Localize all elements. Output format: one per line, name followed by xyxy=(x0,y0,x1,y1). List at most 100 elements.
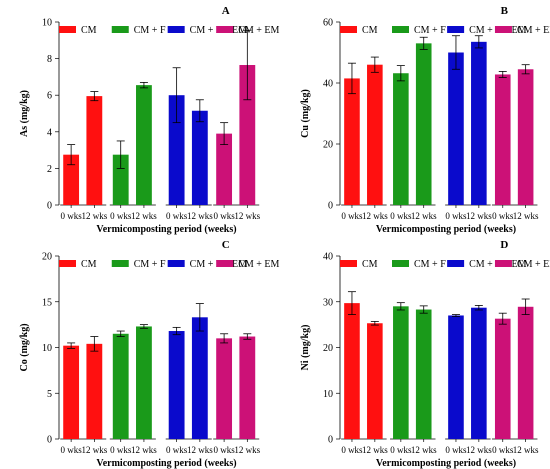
x-tick-label: 0 wks xyxy=(110,445,132,455)
x-tick-label: 0 wks xyxy=(341,211,363,221)
x-tick-label: 0 wks xyxy=(341,445,363,455)
legend-swatch xyxy=(167,26,185,33)
x-axis-label: Vermicomposting period (weeks) xyxy=(376,458,516,469)
bar xyxy=(448,315,464,439)
y-tick-label: 0 xyxy=(328,435,333,446)
legend-swatch xyxy=(340,26,357,33)
bar xyxy=(367,323,383,439)
bar xyxy=(63,345,80,439)
legend-label: CM + EM xyxy=(517,259,550,270)
x-tick-label: 0 wks xyxy=(166,445,188,455)
bar xyxy=(216,133,233,205)
x-tick-label: 12 wks xyxy=(466,445,492,455)
y-tick-label: 20 xyxy=(323,140,333,151)
bar xyxy=(136,85,152,205)
bar xyxy=(367,64,383,205)
x-tick-label: 0 wks xyxy=(390,211,412,221)
x-tick-label: 12 wks xyxy=(513,445,539,455)
y-tick-label: 5 xyxy=(47,389,52,400)
bar xyxy=(216,338,233,439)
x-tick-label: 12 wks xyxy=(411,445,437,455)
x-tick-label: 12 wks xyxy=(513,211,539,221)
legend-swatch xyxy=(340,260,357,267)
legend-swatch xyxy=(494,260,512,267)
y-tick-label: 0 xyxy=(47,201,52,212)
y-axis-label: Cu (mg/kg) xyxy=(300,89,311,138)
y-tick-label: 60 xyxy=(323,18,333,29)
x-tick-label: 12 wks xyxy=(466,211,492,221)
legend-label: CM + F xyxy=(414,259,446,270)
legend-swatch xyxy=(59,26,76,33)
x-tick-label: 12 wks xyxy=(362,211,388,221)
y-tick-label: 40 xyxy=(323,252,333,263)
x-tick-label: 0 wks xyxy=(60,445,82,455)
x-tick-label: 0 wks xyxy=(213,445,235,455)
x-tick-label: 0 wks xyxy=(60,211,82,221)
panel-label: D xyxy=(500,239,508,251)
legend-swatch xyxy=(216,26,234,33)
legend-swatch xyxy=(216,260,234,267)
legend-label: CM + F xyxy=(414,25,446,36)
legend-label: CM xyxy=(81,25,97,36)
legend-label: CM + F xyxy=(134,259,166,270)
bar xyxy=(344,78,360,205)
y-tick-label: 10 xyxy=(42,18,52,29)
y-tick-label: 0 xyxy=(47,435,52,446)
bar xyxy=(393,73,409,206)
y-tick-label: 30 xyxy=(323,297,333,308)
y-tick-label: 0 xyxy=(328,201,333,212)
y-tick-label: 2 xyxy=(47,164,52,175)
x-axis-label: Vermicomposting period (weeks) xyxy=(376,224,516,235)
x-tick-label: 0 wks xyxy=(445,211,467,221)
y-axis-label: Ni (mg/kg) xyxy=(300,325,311,371)
bar xyxy=(517,69,534,206)
x-tick-label: 0 wks xyxy=(110,211,132,221)
x-tick-label: 12 wks xyxy=(81,445,107,455)
x-tick-label: 12 wks xyxy=(234,211,260,221)
x-tick-label: 12 wks xyxy=(131,445,157,455)
x-tick-label: 0 wks xyxy=(166,211,188,221)
legend-swatch xyxy=(111,260,129,267)
x-tick-label: 0 wks xyxy=(213,211,235,221)
bar xyxy=(415,43,432,205)
panel-label: C xyxy=(222,239,230,251)
x-tick-label: 0 wks xyxy=(390,445,412,455)
y-tick-label: 10 xyxy=(323,389,333,400)
legend-label: CM + EM xyxy=(517,25,550,36)
x-tick-label: 12 wks xyxy=(81,211,107,221)
bar xyxy=(494,74,511,206)
legend-label: CM + EM xyxy=(238,25,279,36)
legend-swatch xyxy=(392,260,409,267)
bar xyxy=(344,303,360,439)
bar xyxy=(415,309,432,439)
legend-label: CM + EM xyxy=(238,259,279,270)
bar xyxy=(112,333,129,439)
x-tick-label: 12 wks xyxy=(411,211,437,221)
x-axis-label: Vermicomposting period (weeks) xyxy=(96,458,236,469)
y-tick-label: 20 xyxy=(323,343,333,354)
panel-label: B xyxy=(501,5,509,17)
bar xyxy=(494,318,511,439)
bar xyxy=(239,336,256,439)
y-tick-label: 6 xyxy=(47,91,52,102)
y-tick-label: 15 xyxy=(42,297,52,308)
y-tick-label: 10 xyxy=(42,343,52,354)
y-axis-label: Co (mg/kg) xyxy=(19,323,30,371)
legend-swatch xyxy=(111,26,129,33)
bar xyxy=(471,307,487,439)
legend-swatch xyxy=(447,260,465,267)
bar xyxy=(191,317,208,439)
x-tick-label: 0 wks xyxy=(492,211,514,221)
legend-swatch xyxy=(392,26,409,33)
bar xyxy=(191,110,208,205)
y-tick-label: 40 xyxy=(323,79,333,90)
bar xyxy=(86,343,103,439)
y-axis-label: As (mg/kg) xyxy=(19,90,30,137)
bar xyxy=(393,306,409,439)
x-tick-label: 12 wks xyxy=(187,211,213,221)
